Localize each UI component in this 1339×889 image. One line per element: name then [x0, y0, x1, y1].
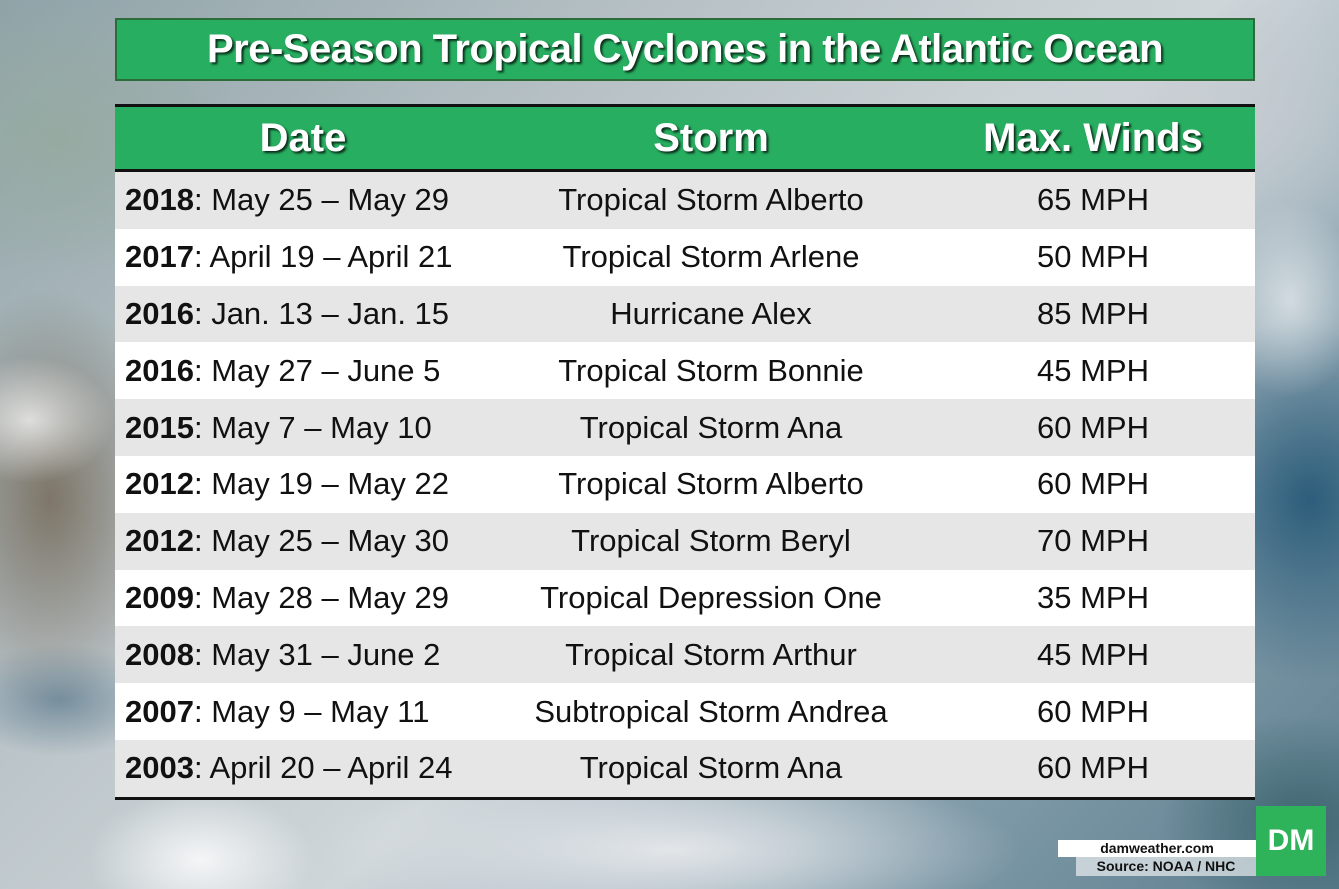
cell-year: 2012: [125, 523, 194, 559]
cell-storm: Tropical Storm Alberto: [558, 182, 864, 218]
cell-date: 2015: May 7 – May 10: [115, 410, 491, 446]
cell-year: 2003: [125, 750, 194, 786]
cell-year: 2008: [125, 636, 194, 672]
cell-max-winds: 60 MPH: [1037, 693, 1149, 729]
cell-date-range: : May 25 – May 30: [193, 523, 449, 559]
cell-date: 2008: May 31 – June 2: [115, 637, 491, 673]
cell-year: 2017: [125, 239, 194, 275]
table-row: 2003: April 20 – April 24 Tropical Storm …: [115, 739, 1255, 797]
cell-date: 2007: May 9 – May 11: [115, 694, 491, 730]
table-body: 2018: May 25 – May 29 Tropical Storm Albe…: [115, 172, 1255, 797]
cell-storm: Tropical Depression One: [540, 579, 882, 615]
cell-date: 2012: May 19 – May 22: [115, 466, 491, 502]
cell-year: 2016: [125, 295, 194, 331]
storms-table: Date Storm Max. Winds 2018: May 25 – May…: [115, 104, 1255, 800]
cell-storm: Subtropical Storm Andrea: [534, 693, 888, 729]
table-row: 2016: May 27 – June 5 Tropical Storm Bonn…: [115, 342, 1255, 400]
credit-box: damweather.com Source: NOAA / NHC: [1058, 840, 1256, 876]
cell-storm: Tropical Storm Ana: [579, 750, 843, 786]
cell-date-range: : May 19 – May 22: [193, 466, 449, 502]
cell-year: 2012: [125, 466, 194, 502]
table-row: 2015: May 7 – May 10 Tropical Storm Ana 60…: [115, 399, 1255, 456]
cell-date: 2012: May 25 – May 30: [115, 523, 491, 559]
table-row: 2009: May 28 – May 29 Tropical Depression…: [115, 569, 1255, 627]
cell-max-winds: 50 MPH: [1037, 239, 1149, 275]
cell-max-winds: 70 MPH: [1037, 523, 1149, 559]
cell-date-range: : May 9 – May 11: [193, 693, 430, 729]
cell-date: 2017: April 19 – April 21: [115, 239, 491, 275]
cell-year: 2016: [125, 352, 194, 388]
cell-date: 2016: Jan. 13 – Jan. 15: [115, 296, 491, 332]
cell-date: 2016: May 27 – June 5: [115, 353, 491, 389]
cell-storm: Hurricane Alex: [610, 295, 812, 331]
table-row: 2012: May 19 – May 22 Tropical Storm Albe…: [115, 455, 1255, 513]
page-title: Pre-Season Tropical Cyclones in the Atla…: [206, 27, 1164, 71]
cell-max-winds: 60 MPH: [1037, 409, 1149, 445]
cell-storm: Tropical Storm Beryl: [571, 523, 851, 559]
cell-max-winds: 45 MPH: [1037, 352, 1149, 388]
cell-storm: Tropical Storm Bonnie: [558, 352, 864, 388]
cell-storm: Tropical Storm Arthur: [565, 636, 857, 672]
cell-date-range: : April 19 – April 21: [193, 239, 453, 275]
cell-date: 2009: May 28 – May 29: [115, 580, 491, 616]
cell-year: 2015: [125, 409, 194, 445]
table-header: Date Storm Max. Winds: [115, 107, 1255, 172]
table-row: 2007: May 9 – May 11 Subtropical Storm An…: [115, 683, 1255, 740]
cell-storm: Tropical Storm Arlene: [562, 239, 860, 275]
table-row: 2016: Jan. 13 – Jan. 15 Hurricane Alex 85 …: [115, 285, 1255, 343]
dm-logo: DM: [1256, 806, 1326, 876]
cell-max-winds: 45 MPH: [1037, 636, 1149, 672]
cell-max-winds: 60 MPH: [1037, 750, 1149, 786]
table-row: 2012: May 25 – May 30 Tropical Storm Bery…: [115, 512, 1255, 570]
credit-source: Source: NOAA / NHC: [1076, 857, 1256, 876]
cell-max-winds: 35 MPH: [1037, 579, 1149, 615]
cell-date: 2018: May 25 – May 29: [115, 182, 491, 218]
cell-date-range: : May 25 – May 29: [193, 182, 449, 218]
cell-storm: Tropical Storm Ana: [579, 409, 843, 445]
title-banner: Pre-Season Tropical Cyclones in the Atla…: [115, 18, 1255, 81]
column-header-storm: Storm: [653, 115, 769, 160]
cell-max-winds: 65 MPH: [1037, 182, 1149, 218]
cell-max-winds: 60 MPH: [1037, 466, 1149, 502]
cell-year: 2007: [125, 693, 194, 729]
cell-date-range: : May 27 – June 5: [193, 352, 441, 388]
cell-date-range: : May 31 – June 2: [193, 636, 441, 672]
credit-site: damweather.com: [1058, 840, 1256, 857]
cell-year: 2009: [125, 579, 194, 615]
cell-date: 2003: April 20 – April 24: [115, 750, 491, 786]
cell-date-range: : Jan. 13 – Jan. 15: [193, 295, 450, 331]
column-header-date: Date: [259, 115, 347, 160]
cell-date-range: : May 28 – May 29: [193, 579, 449, 615]
cell-date-range: : April 20 – April 24: [193, 750, 453, 786]
table-row: 2018: May 25 – May 29 Tropical Storm Albe…: [115, 172, 1255, 229]
cell-date-range: : May 7 – May 10: [193, 409, 432, 445]
table-row: 2008: May 31 – June 2 Tropical Storm Arth…: [115, 626, 1255, 684]
column-header-max-winds: Max. Winds: [983, 115, 1203, 160]
table-row: 2017: April 19 – April 21 Tropical Storm …: [115, 228, 1255, 286]
cell-max-winds: 85 MPH: [1037, 295, 1149, 331]
cell-storm: Tropical Storm Alberto: [558, 466, 864, 502]
cell-year: 2018: [125, 182, 194, 218]
